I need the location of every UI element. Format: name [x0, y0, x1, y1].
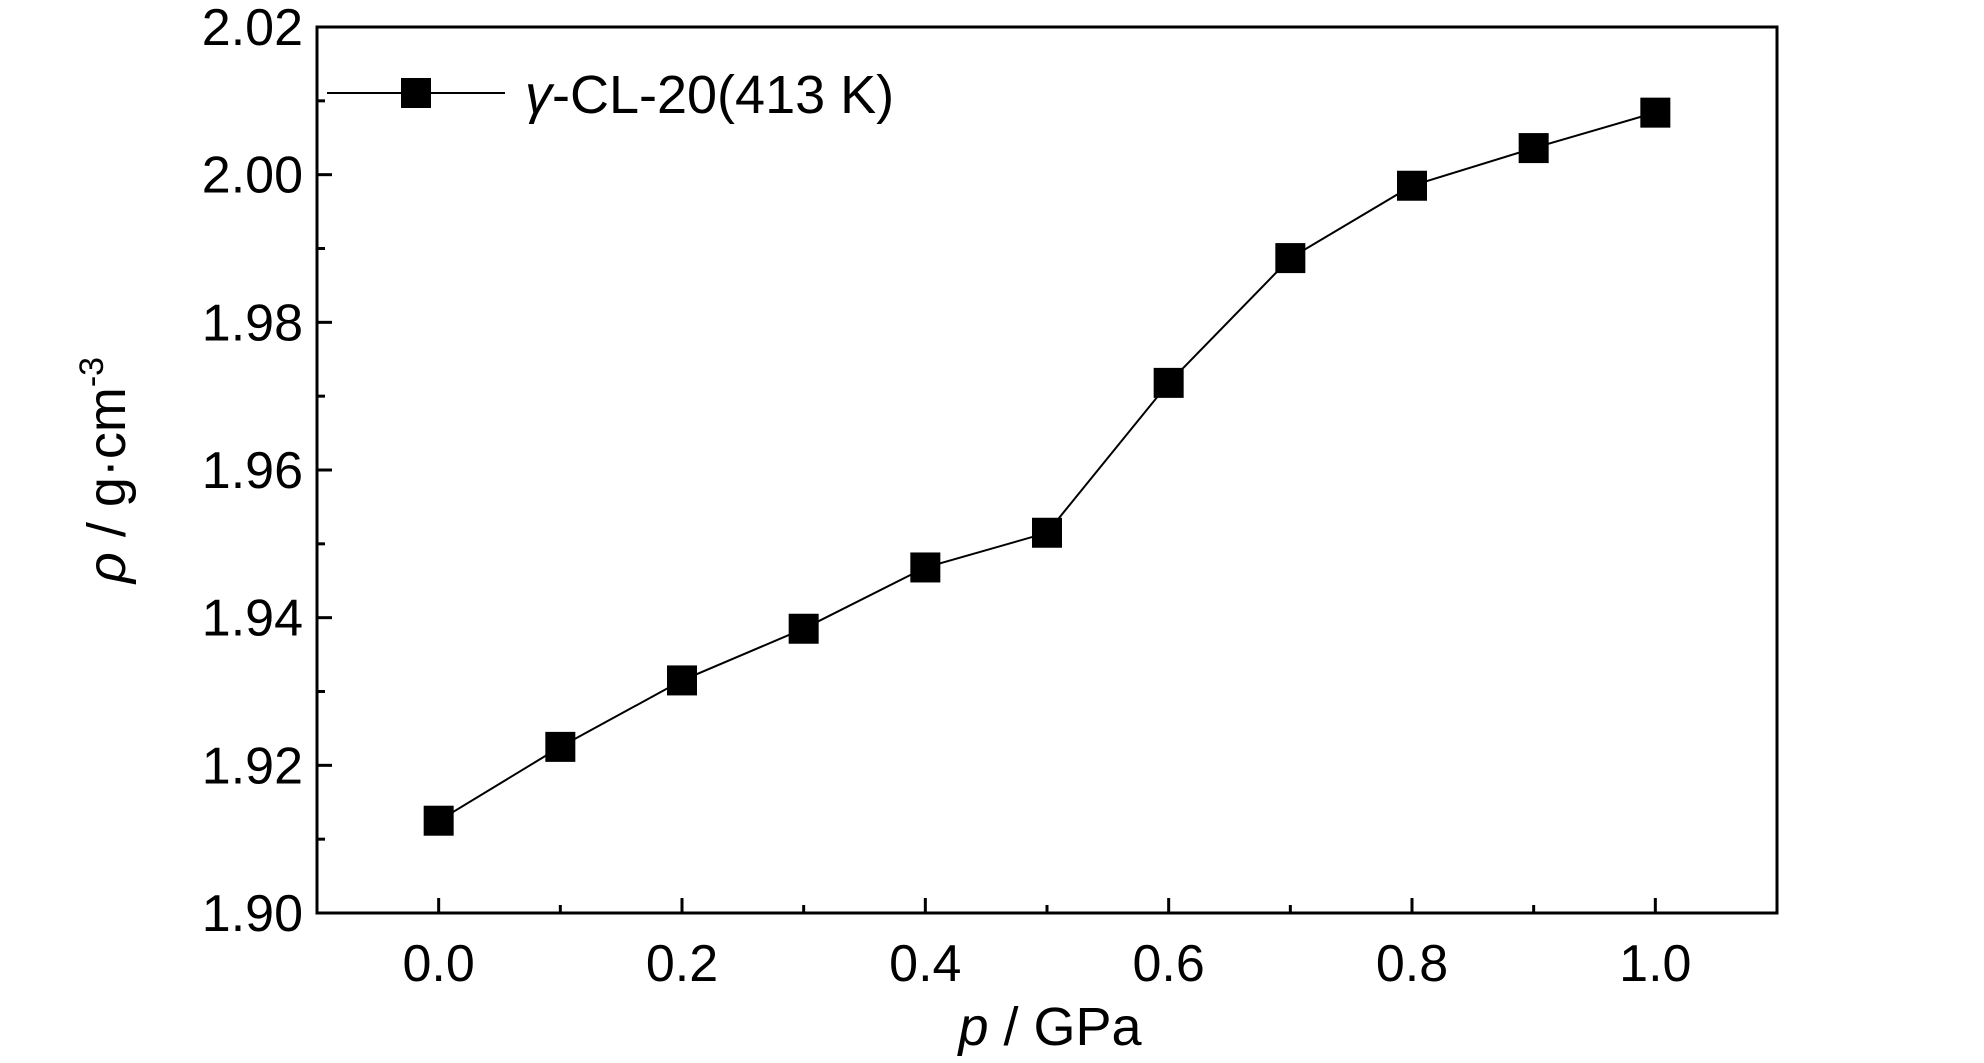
x-tick-label: 0.2: [646, 935, 718, 993]
y-tick-label: 1.96: [202, 442, 303, 500]
x-tick-label: 0.6: [1133, 935, 1205, 993]
series-line: [438, 111, 1656, 822]
legend-marker: [401, 78, 431, 108]
y-tick-label: 2.00: [202, 147, 303, 205]
data-point: [1032, 517, 1062, 548]
y-axis-title: ρ / g·cm-3: [73, 357, 137, 585]
data-point: [1640, 97, 1671, 128]
y-axis-superscript: -3: [73, 357, 111, 387]
x-axis-symbol: p: [956, 997, 988, 1057]
data-point: [910, 552, 941, 583]
x-tick-label: 0.0: [403, 935, 475, 993]
y-tick-label: 1.90: [202, 885, 303, 943]
x-tick-label: 0.4: [889, 935, 961, 993]
data-point: [788, 613, 819, 644]
data-point: [1518, 133, 1549, 164]
legend-symbol: γ: [525, 65, 555, 125]
data-point: [1397, 170, 1427, 201]
x-axis-unit: / GPa: [988, 997, 1142, 1057]
data-point: [667, 665, 697, 696]
data-point: [1153, 367, 1184, 398]
y-tick-label: 1.98: [202, 294, 303, 352]
x-tick-label: 1.0: [1619, 935, 1691, 993]
y-axis-symbol: ρ: [77, 552, 137, 585]
x-axis-ticks: 0.0 0.2 0.4 0.6 0.8 1.0: [403, 898, 1691, 993]
plot-frame: [315, 25, 1779, 915]
legend-label-rest: -CL-20(413 K): [552, 65, 894, 125]
y-axis-unit: / g·cm: [77, 387, 137, 552]
x-axis-title: p / GPa: [956, 997, 1142, 1057]
data-point: [545, 731, 576, 762]
data-point: [423, 805, 454, 836]
legend: γ-CL-20(413 K): [327, 65, 894, 125]
y-tick-label: 2.02: [202, 0, 303, 57]
y-axis-ticks: 1.90 1.92 1.94 1.96 1.98 2.00 2.02: [202, 0, 332, 943]
y-tick-label: 1.92: [202, 737, 303, 795]
legend-label: γ-CL-20(413 K): [525, 65, 894, 125]
data-point: [1275, 243, 1306, 274]
y-tick-label: 1.94: [202, 590, 303, 648]
series-layer: [423, 97, 1671, 836]
x-tick-label: 0.8: [1376, 935, 1448, 993]
